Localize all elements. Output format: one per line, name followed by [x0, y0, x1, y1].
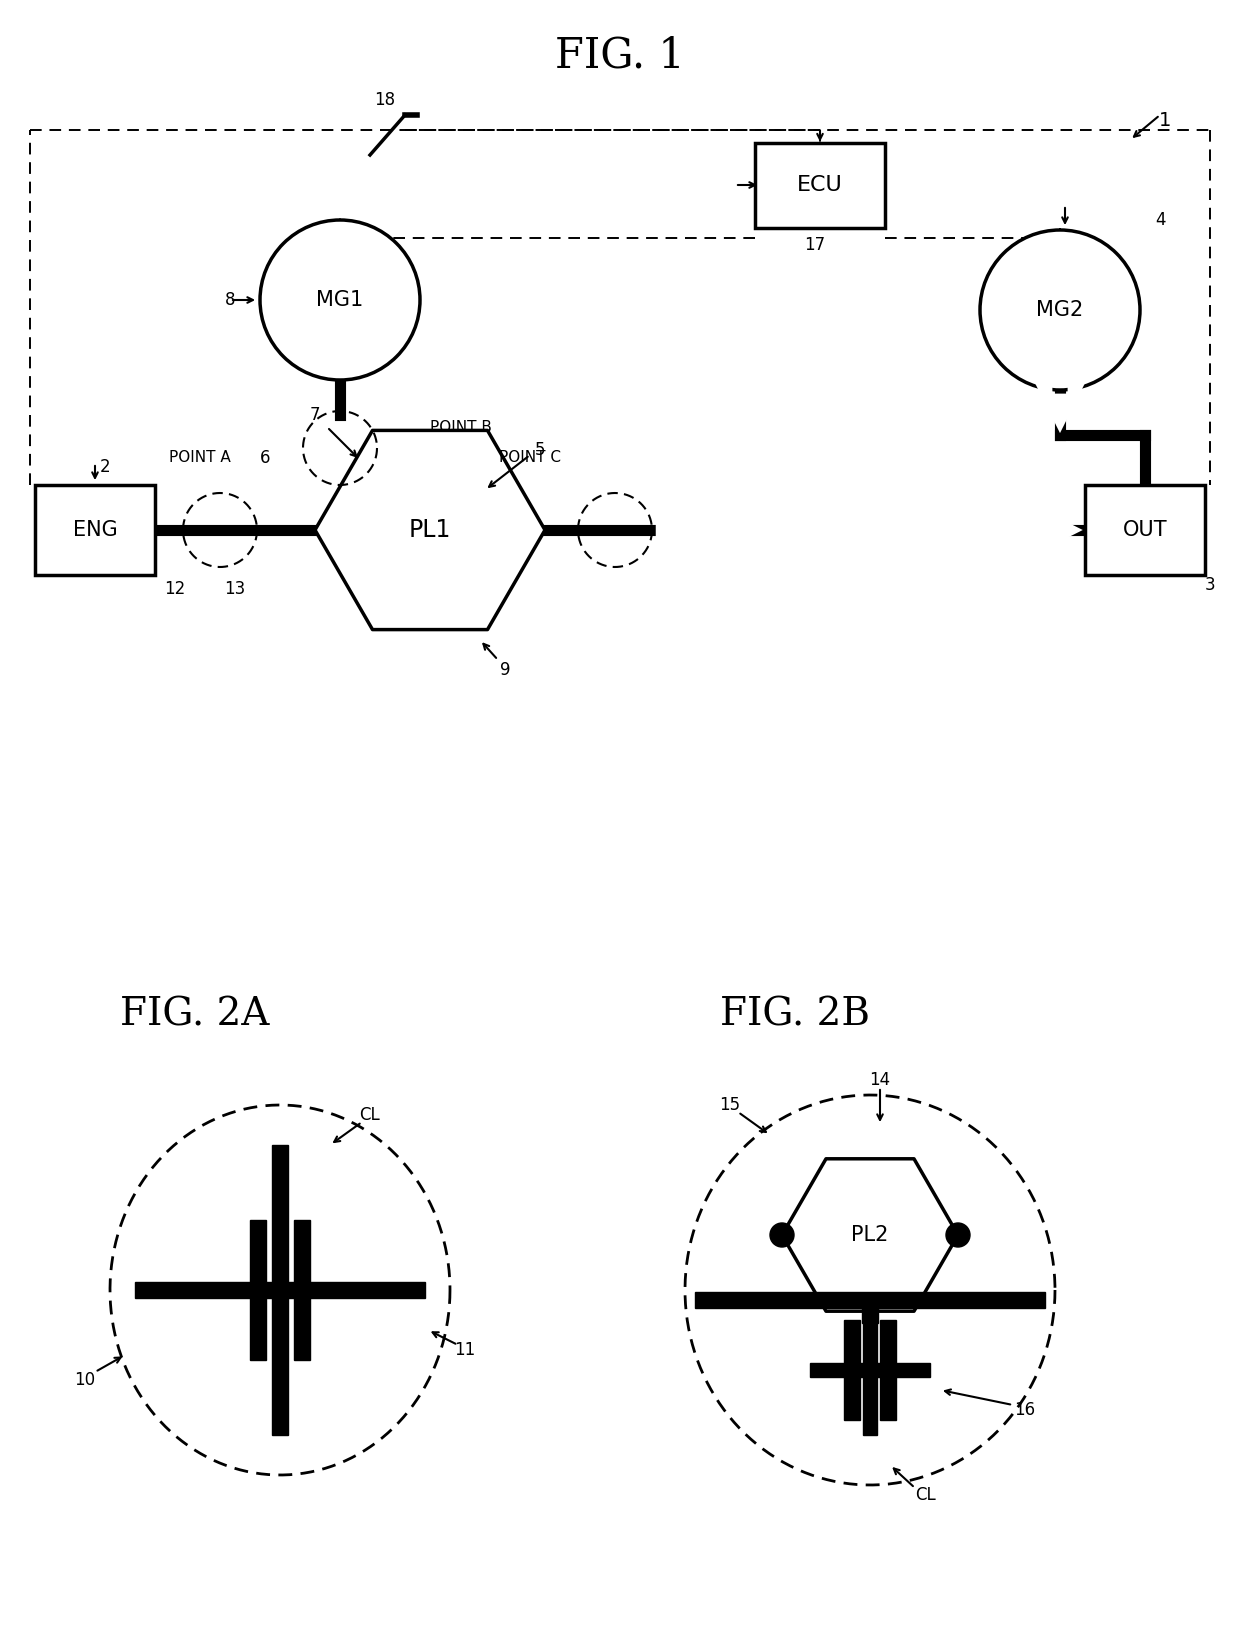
Text: 8: 8 [224, 292, 236, 310]
Text: OUT: OUT [1122, 519, 1167, 541]
Text: 17: 17 [805, 236, 826, 254]
Polygon shape [315, 431, 546, 629]
Text: POINT A: POINT A [169, 450, 231, 465]
Circle shape [260, 219, 420, 380]
Text: 14: 14 [869, 1071, 890, 1089]
FancyArrow shape [657, 503, 1080, 557]
Text: 18: 18 [374, 92, 396, 110]
Text: 2: 2 [99, 459, 110, 477]
Text: 9: 9 [500, 662, 510, 680]
Text: MG1: MG1 [316, 290, 363, 310]
Text: PL1: PL1 [409, 518, 451, 542]
Text: FIG. 1: FIG. 1 [556, 34, 684, 75]
Bar [1085, 485, 1205, 575]
Text: MG2: MG2 [1037, 300, 1084, 319]
Bar [35, 485, 155, 575]
Polygon shape [863, 1305, 877, 1435]
Text: ECU: ECU [797, 175, 843, 195]
Text: POINT B: POINT B [430, 421, 492, 436]
Polygon shape [782, 1158, 959, 1310]
Text: PL2: PL2 [852, 1225, 889, 1245]
Polygon shape [294, 1220, 310, 1360]
Text: 15: 15 [719, 1096, 740, 1114]
Text: 4: 4 [1154, 211, 1166, 229]
Text: ENG: ENG [73, 519, 118, 541]
Text: 6: 6 [259, 449, 270, 467]
Text: 7: 7 [310, 406, 320, 424]
Polygon shape [694, 1292, 1045, 1309]
Polygon shape [844, 1320, 861, 1420]
Text: POINT C: POINT C [498, 450, 560, 465]
FancyArrow shape [1033, 375, 1087, 431]
Circle shape [770, 1224, 794, 1247]
Circle shape [980, 229, 1140, 390]
Text: FIG. 2B: FIG. 2B [720, 996, 870, 1034]
Polygon shape [810, 1363, 930, 1378]
Circle shape [946, 1224, 970, 1247]
Polygon shape [862, 1301, 878, 1324]
Polygon shape [135, 1283, 425, 1297]
Polygon shape [272, 1145, 288, 1435]
Polygon shape [250, 1220, 267, 1360]
Text: 12: 12 [165, 580, 186, 598]
Text: 13: 13 [224, 580, 246, 598]
Text: 1: 1 [1159, 110, 1172, 129]
Text: 11: 11 [454, 1342, 476, 1360]
Text: FIG. 2A: FIG. 2A [120, 996, 269, 1034]
Text: 5: 5 [534, 441, 546, 459]
Polygon shape [880, 1320, 897, 1420]
Text: 10: 10 [74, 1371, 95, 1389]
Text: 16: 16 [1014, 1400, 1035, 1419]
Text: CL: CL [360, 1106, 381, 1124]
Bar [755, 143, 885, 228]
Text: 3: 3 [1205, 577, 1215, 595]
Text: CL: CL [915, 1486, 935, 1504]
